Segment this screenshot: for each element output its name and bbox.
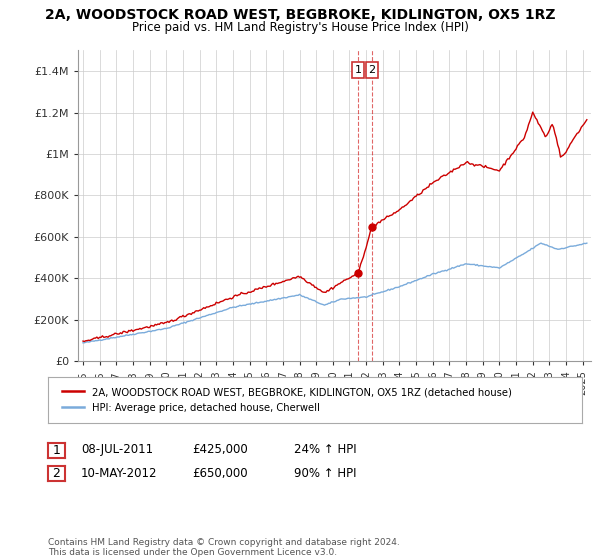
Text: 2: 2 [52,467,61,480]
Text: 2: 2 [368,65,376,75]
Text: £650,000: £650,000 [192,466,248,480]
Text: 1: 1 [52,444,61,457]
Text: 2A, WOODSTOCK ROAD WEST, BEGBROKE, KIDLINGTON, OX5 1RZ: 2A, WOODSTOCK ROAD WEST, BEGBROKE, KIDLI… [45,8,555,22]
Text: 08-JUL-2011: 08-JUL-2011 [81,443,153,456]
Text: 24% ↑ HPI: 24% ↑ HPI [294,443,356,456]
Legend: 2A, WOODSTOCK ROAD WEST, BEGBROKE, KIDLINGTON, OX5 1RZ (detached house), HPI: Av: 2A, WOODSTOCK ROAD WEST, BEGBROKE, KIDLI… [58,383,516,417]
Text: 90% ↑ HPI: 90% ↑ HPI [294,466,356,480]
Text: Price paid vs. HM Land Registry's House Price Index (HPI): Price paid vs. HM Land Registry's House … [131,21,469,34]
Text: 10-MAY-2012: 10-MAY-2012 [81,466,157,480]
Text: 1: 1 [355,65,362,75]
Text: Contains HM Land Registry data © Crown copyright and database right 2024.
This d: Contains HM Land Registry data © Crown c… [48,538,400,557]
Text: £425,000: £425,000 [192,443,248,456]
